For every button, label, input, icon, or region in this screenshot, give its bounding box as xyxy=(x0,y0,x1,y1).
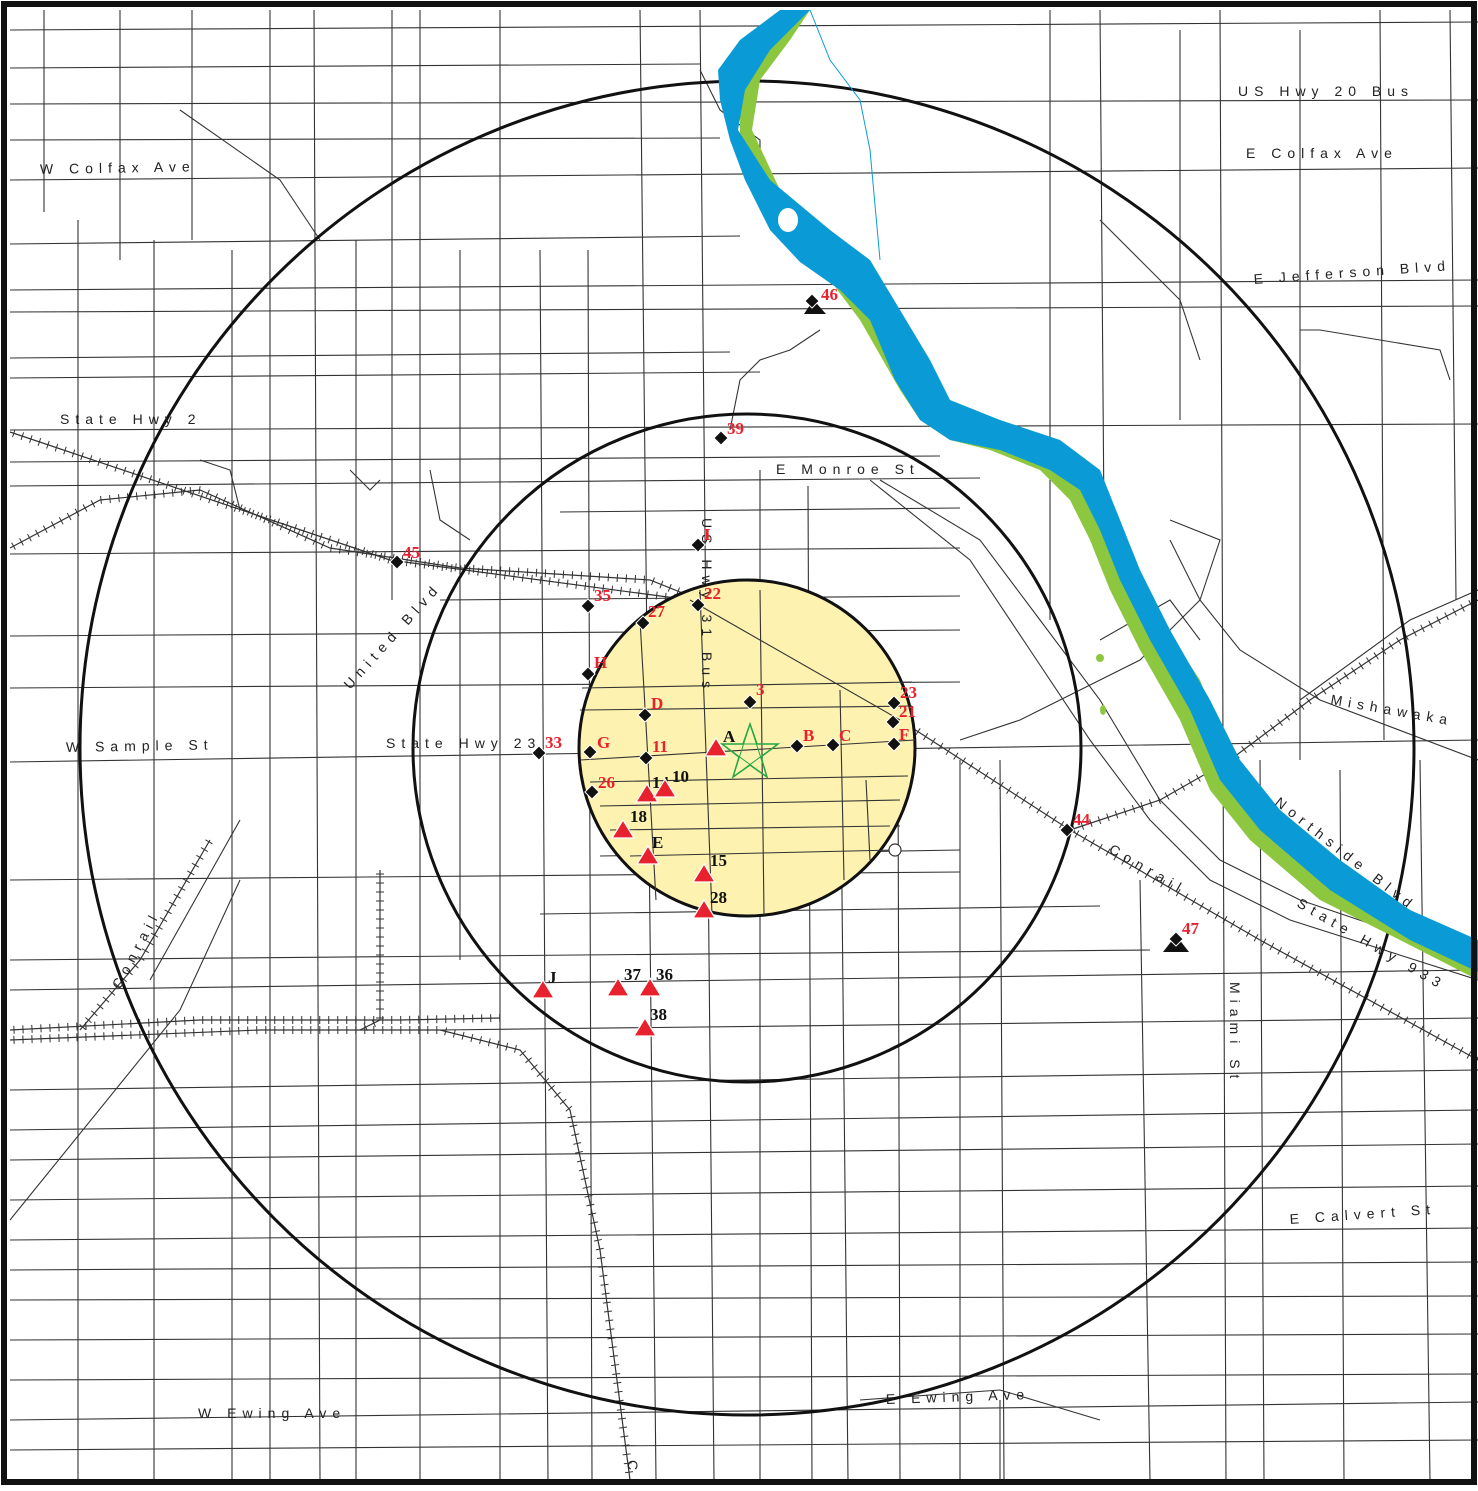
rail-tie xyxy=(482,565,483,573)
rail-tie xyxy=(599,573,600,581)
street-label-c: C xyxy=(625,1460,641,1476)
street-label-us-hwy-20-bus: US Hwy 20 Bus xyxy=(1238,83,1414,99)
triangle-label: 28 xyxy=(710,888,727,907)
rail-tie xyxy=(518,568,519,576)
rail-tie xyxy=(527,568,528,576)
triangle-label: A xyxy=(723,727,736,746)
rail-tie xyxy=(617,574,618,582)
street-label-state-hwy-23: State Hwy 23 xyxy=(386,735,541,751)
rail-tie xyxy=(626,575,627,583)
diamond-label: 11 xyxy=(652,737,668,756)
diamond-label: 21 xyxy=(899,702,916,721)
triangle-label: 36 xyxy=(656,965,673,984)
rail-tie xyxy=(536,569,537,577)
diamond-label: 45 xyxy=(403,543,420,562)
diamond-label: G xyxy=(597,733,610,752)
rail-tie xyxy=(608,573,609,581)
diamond-label: 47 xyxy=(1182,919,1200,938)
diamond-label: 26 xyxy=(598,773,615,792)
rail-tie xyxy=(545,569,546,577)
diamond-label: C xyxy=(839,726,851,745)
rail-tie xyxy=(590,572,591,580)
diamond-label: 3 xyxy=(756,680,765,699)
rail-tie xyxy=(491,566,492,574)
rail-tie xyxy=(635,575,636,583)
triangle-label: E xyxy=(652,833,663,852)
rail-tie xyxy=(572,571,573,579)
inner-radius-zone xyxy=(579,580,915,916)
diamond-label: 39 xyxy=(727,419,744,438)
diamond-label: H xyxy=(594,653,607,672)
street-label-miami-st: Miami St xyxy=(1227,982,1243,1084)
diamond-label: 35 xyxy=(594,586,611,605)
street-label-w-ewing-ave: W Ewing Ave xyxy=(198,1405,346,1421)
diamond-label: 44 xyxy=(1073,810,1091,829)
street-label-state-hwy-2: State Hwy 2 xyxy=(60,411,201,427)
diamond-label: D xyxy=(651,694,663,713)
rail-tie xyxy=(563,571,564,579)
cul-de-sac xyxy=(889,844,901,856)
triangle-label: 15 xyxy=(710,851,727,870)
street-label-w-colfax-ave: W Colfax Ave xyxy=(40,158,196,177)
diamond-label: 33 xyxy=(545,733,562,752)
diamond-label: B xyxy=(803,726,814,745)
triangle-label: 37 xyxy=(624,965,642,984)
diamond-label: 46 xyxy=(821,285,838,304)
triangle-label: J xyxy=(548,968,557,987)
triangle-label: 18 xyxy=(630,807,647,826)
diamond-label: 27 xyxy=(648,602,666,621)
diamond-label: 22 xyxy=(704,584,721,603)
street-label-e-colfax-ave: E Colfax Ave xyxy=(1246,145,1398,161)
rail-tie xyxy=(554,570,555,578)
street-label-e-monroe-st: E Monroe St xyxy=(776,461,920,477)
rail-tie xyxy=(509,567,510,575)
rail-tie xyxy=(473,565,474,573)
triangle-label: 10 xyxy=(672,767,689,786)
diamond-label: F xyxy=(899,725,909,744)
street-label-w-sample-st: W Sample St xyxy=(66,736,214,755)
diamond-label: I xyxy=(704,525,711,544)
rail-tie xyxy=(581,572,582,580)
triangle-label: 38 xyxy=(650,1005,667,1024)
rail-tie xyxy=(500,567,501,575)
rail-tie xyxy=(644,576,645,584)
diamond-label: 23 xyxy=(900,683,917,702)
